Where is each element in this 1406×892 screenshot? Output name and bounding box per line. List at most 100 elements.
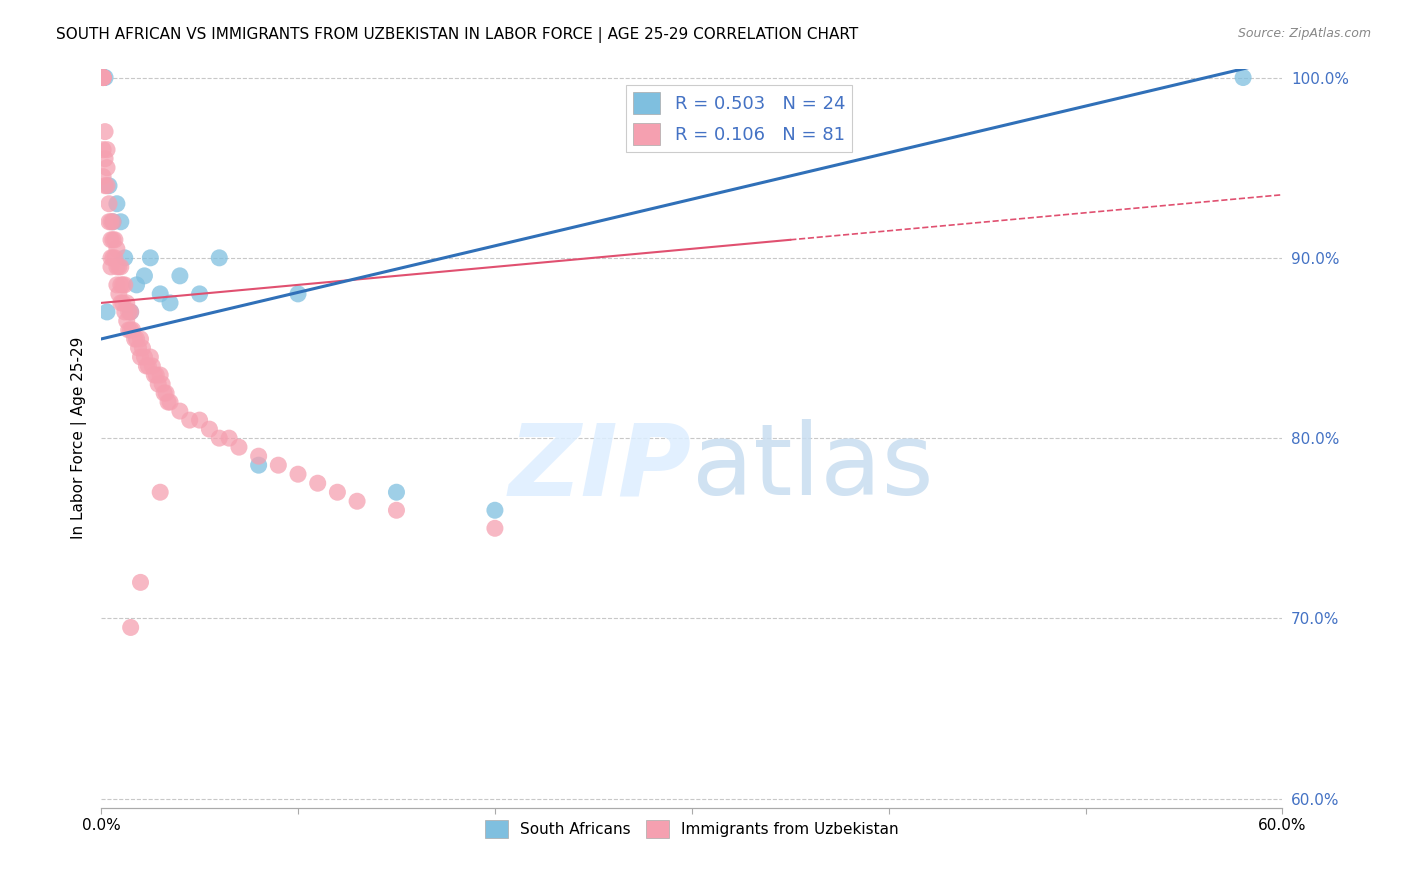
Point: [96, 143, 118, 157]
Point: [307, 476, 329, 491]
Point: [96, 178, 118, 193]
Point: [101, 233, 124, 247]
Point: [105, 277, 128, 292]
Point: [247, 458, 270, 473]
Point: [115, 296, 138, 310]
Point: [91, 70, 114, 85]
Point: [110, 296, 132, 310]
Point: [188, 413, 211, 427]
Point: [159, 395, 181, 409]
Point: [145, 368, 167, 382]
Point: [120, 323, 142, 337]
Legend: South Africans, Immigrants from Uzbekistan: South Africans, Immigrants from Uzbekist…: [479, 814, 905, 845]
Point: [94, 152, 117, 166]
Point: [247, 449, 270, 463]
Point: [101, 215, 124, 229]
Point: [484, 503, 506, 517]
Point: [118, 323, 141, 337]
Point: [96, 305, 118, 319]
Point: [131, 341, 153, 355]
Point: [218, 431, 240, 445]
Point: [120, 305, 142, 319]
Point: [96, 161, 118, 175]
Point: [150, 377, 173, 392]
Point: [125, 332, 148, 346]
Point: [326, 485, 349, 500]
Point: [110, 277, 132, 292]
Point: [208, 251, 231, 265]
Point: [91, 70, 114, 85]
Point: [169, 268, 191, 283]
Point: [91, 70, 114, 85]
Point: [114, 277, 136, 292]
Point: [104, 233, 127, 247]
Text: atlas: atlas: [692, 419, 934, 516]
Point: [91, 70, 114, 85]
Point: [101, 215, 124, 229]
Point: [105, 260, 128, 274]
Point: [118, 305, 141, 319]
Point: [100, 260, 122, 274]
Point: [121, 323, 143, 337]
Point: [169, 404, 191, 418]
Point: [105, 196, 128, 211]
Point: [153, 386, 176, 401]
Point: [91, 143, 114, 157]
Point: [104, 251, 127, 265]
Point: [385, 503, 408, 517]
Point: [115, 314, 138, 328]
Point: [91, 70, 114, 85]
Point: [148, 377, 170, 392]
Point: [134, 268, 156, 283]
Point: [91, 169, 114, 184]
Point: [91, 70, 114, 85]
Point: [124, 332, 146, 346]
Point: [100, 233, 122, 247]
Point: [111, 296, 134, 310]
Point: [100, 251, 122, 265]
Point: [141, 359, 163, 373]
Point: [198, 422, 221, 436]
Point: [94, 178, 117, 193]
Point: [114, 305, 136, 319]
Point: [149, 485, 172, 500]
Point: [208, 431, 231, 445]
Point: [346, 494, 368, 508]
Point: [125, 277, 148, 292]
Point: [111, 277, 134, 292]
Point: [484, 521, 506, 535]
Point: [98, 215, 121, 229]
Point: [385, 485, 408, 500]
Point: [139, 350, 162, 364]
Point: [157, 395, 180, 409]
Point: [267, 458, 290, 473]
Point: [98, 178, 121, 193]
Point: [139, 251, 162, 265]
Y-axis label: In Labor Force | Age 25-29: In Labor Force | Age 25-29: [72, 337, 87, 540]
Point: [228, 440, 250, 454]
Point: [120, 305, 142, 319]
Point: [108, 286, 131, 301]
Point: [287, 286, 309, 301]
Point: [98, 196, 121, 211]
Point: [134, 350, 156, 364]
Point: [91, 70, 114, 85]
Point: [94, 125, 117, 139]
Point: [159, 296, 181, 310]
Point: [91, 70, 114, 85]
Text: SOUTH AFRICAN VS IMMIGRANTS FROM UZBEKISTAN IN LABOR FORCE | AGE 25-29 CORRELATI: SOUTH AFRICAN VS IMMIGRANTS FROM UZBEKIS…: [56, 27, 859, 43]
Point: [108, 260, 131, 274]
Point: [135, 359, 157, 373]
Point: [1232, 70, 1254, 85]
Point: [110, 260, 132, 274]
Point: [110, 215, 132, 229]
Point: [114, 251, 136, 265]
Point: [101, 251, 124, 265]
Point: [149, 368, 172, 382]
Text: Source: ZipAtlas.com: Source: ZipAtlas.com: [1237, 27, 1371, 40]
Point: [105, 242, 128, 256]
Point: [129, 575, 152, 590]
Point: [287, 467, 309, 482]
Point: [143, 368, 166, 382]
Point: [129, 332, 152, 346]
